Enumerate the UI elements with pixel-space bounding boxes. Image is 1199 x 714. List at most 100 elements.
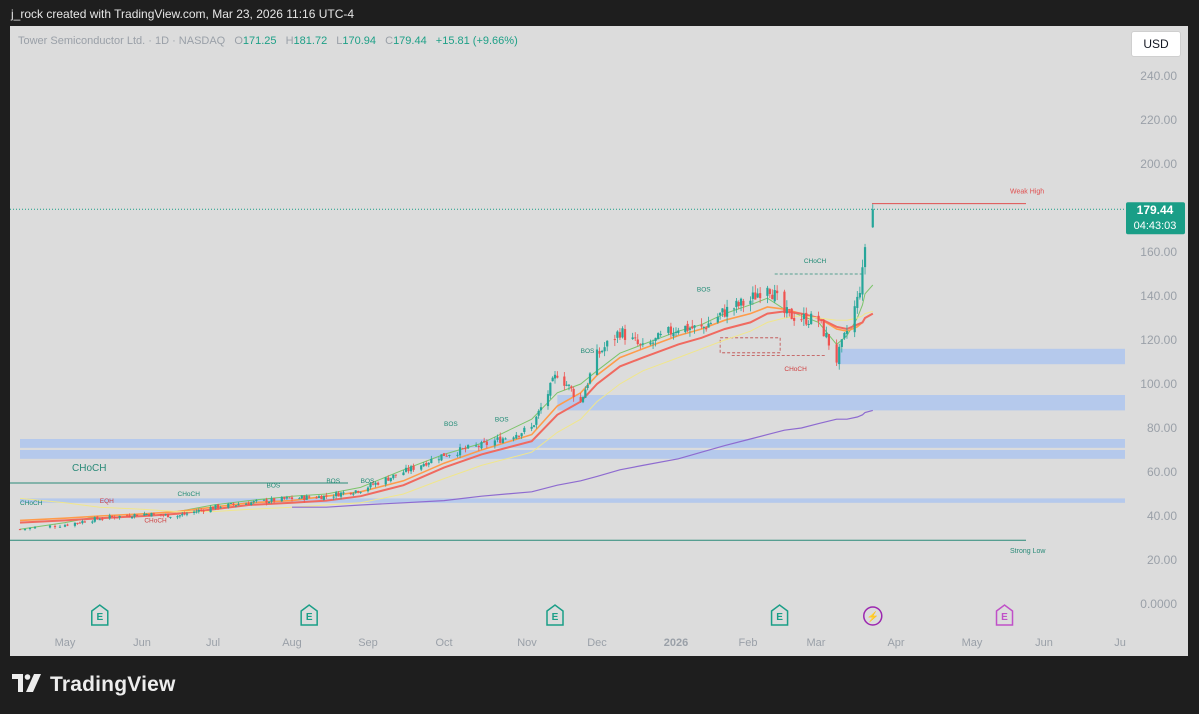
candle-body	[649, 342, 652, 345]
candle-body	[128, 515, 131, 517]
candle-body	[371, 483, 375, 485]
candle-body	[532, 425, 536, 427]
price-change: +15.81 (+9.66%)	[435, 35, 518, 47]
candle-body	[546, 394, 550, 407]
candle-body	[659, 333, 662, 335]
candle-body	[91, 521, 94, 523]
candle-body	[759, 293, 762, 299]
candle-body	[108, 515, 111, 519]
candle-body	[394, 474, 397, 476]
candle-body	[535, 416, 538, 425]
candle-body	[693, 325, 696, 328]
x-tick-label: Mar	[807, 637, 826, 649]
candle-body	[754, 292, 757, 300]
candle-body	[93, 517, 96, 522]
candle-body	[581, 397, 585, 403]
candle-body	[863, 247, 867, 268]
candle-body	[807, 323, 810, 325]
candle-body	[357, 490, 360, 493]
candle-body	[822, 319, 825, 337]
structure-label: BOS	[697, 287, 711, 294]
demand-zone	[557, 395, 1125, 411]
candle-body	[192, 511, 196, 513]
brand-name: TradingView	[50, 673, 176, 696]
candle-body	[702, 326, 705, 328]
candle-body	[116, 517, 119, 519]
candle-body	[613, 339, 616, 341]
candle-body	[586, 384, 589, 389]
candle-body	[211, 506, 215, 509]
structure-label: CHoCH	[178, 491, 201, 498]
chart-frame[interactable]: 240.00220.00200.00180.00160.00140.00120.…	[10, 26, 1188, 656]
candle-body	[515, 434, 518, 439]
candle-body	[732, 308, 736, 310]
candle-body	[229, 503, 232, 505]
currency-button[interactable]: USD	[1131, 31, 1181, 57]
candle-body	[657, 333, 660, 340]
candle-body	[219, 507, 222, 509]
candle-body	[530, 426, 533, 429]
strong-low-label: Strong Low	[1010, 548, 1046, 555]
candle-body	[501, 438, 505, 444]
candle-body	[456, 454, 459, 456]
candle-body	[232, 503, 235, 505]
symbol-legend: Tower Semiconductor Ltd. · 1D · NASDAQ O…	[18, 35, 518, 47]
demand-zone	[836, 348, 1125, 365]
candle-body	[684, 325, 687, 332]
candle-body	[332, 496, 335, 498]
candle-body	[440, 454, 443, 461]
y-tick-label: 240.00	[1140, 69, 1177, 83]
candle-body	[349, 492, 352, 495]
candle-body	[785, 307, 788, 314]
x-tick-label: Aug	[282, 637, 302, 649]
candle-body	[18, 529, 22, 531]
candle-body	[845, 331, 849, 334]
structure-label: BOS	[581, 348, 595, 355]
candle-body	[247, 503, 250, 505]
candle-body	[448, 455, 451, 457]
structure-label: CHoCH	[144, 518, 167, 525]
candle-body	[162, 514, 165, 516]
candle-body	[143, 513, 146, 516]
y-tick-label: 160.00	[1140, 245, 1177, 259]
candle-body	[725, 306, 729, 317]
candle-body	[517, 435, 521, 437]
candle-body	[76, 522, 79, 524]
candle-body	[339, 492, 343, 497]
candle-body	[686, 323, 689, 331]
x-tick-label: Oct	[435, 637, 452, 649]
candle-body	[556, 375, 559, 378]
structure-box	[719, 337, 781, 354]
candle-body	[176, 516, 179, 518]
upcoming-earnings-marker-icon	[995, 604, 1014, 626]
event-marker-label: E	[96, 612, 103, 623]
candle-body	[691, 326, 694, 329]
candle-body	[209, 507, 212, 513]
candle-body	[735, 300, 738, 307]
candle-body	[595, 349, 599, 375]
candle-body	[603, 347, 606, 352]
candle-body	[570, 386, 573, 389]
candle-body	[322, 495, 325, 500]
candle-body	[125, 515, 129, 517]
candle-body	[113, 516, 116, 518]
candle-body	[539, 407, 543, 411]
candle-body	[631, 337, 634, 340]
candle-body	[584, 389, 587, 398]
event-marker-label: E	[1001, 612, 1008, 623]
price-chart[interactable]: 240.00220.00200.00180.00160.00140.00120.…	[10, 26, 1188, 656]
y-tick-label: 0.0000	[1140, 597, 1177, 611]
candle-body	[425, 463, 428, 466]
candle-body	[354, 490, 357, 493]
candle-body	[245, 503, 248, 505]
candle-body	[145, 513, 148, 515]
candle-body	[853, 306, 856, 333]
candle-body	[152, 513, 155, 515]
candle-body	[790, 308, 793, 320]
tradingview-logo-icon	[12, 673, 42, 697]
candle-body	[33, 527, 37, 529]
bar-countdown: 04:43:03	[1134, 220, 1177, 232]
earnings-marker-icon	[300, 604, 318, 626]
candle-body	[181, 514, 184, 516]
y-tick-label: 20.00	[1147, 553, 1177, 567]
